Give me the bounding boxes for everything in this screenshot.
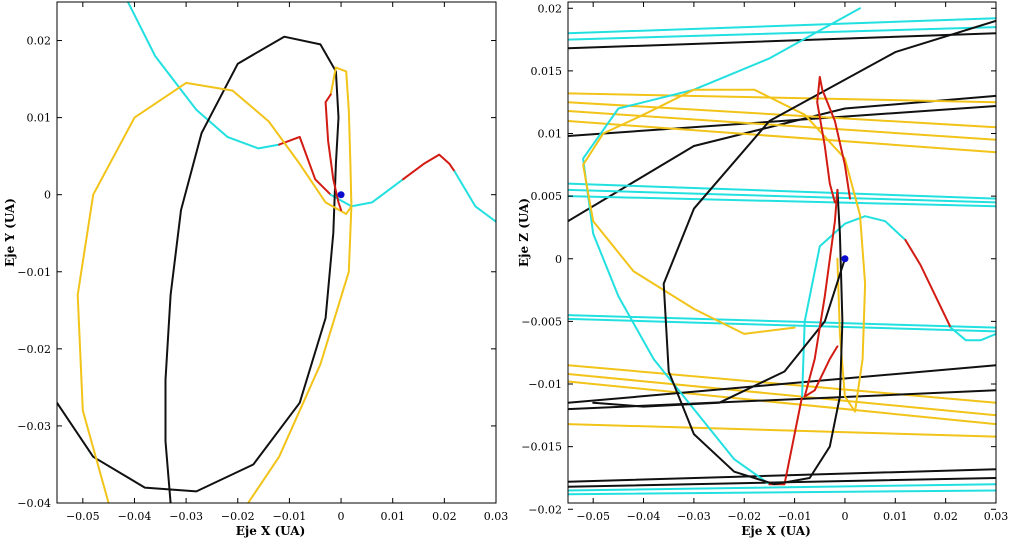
orbit-segment-red — [816, 76, 836, 204]
y-tick-label: −0.03 — [17, 420, 51, 433]
orbit-segment-yellow — [247, 205, 353, 503]
orbit-segment-cyan — [949, 326, 996, 342]
orbit-segment-black — [568, 468, 996, 483]
y-axis-label: Eje Z (UA) — [517, 198, 531, 267]
orbit-segment-yellow — [568, 373, 996, 417]
orbit-segment-cyan — [568, 317, 996, 333]
orbit-segment-black — [568, 32, 996, 50]
x-tick-label: 0.01 — [883, 510, 908, 523]
x-tick-label: 0.03 — [984, 510, 1009, 523]
y-tick-label: −0.015 — [521, 441, 562, 454]
x-tick-label: 0.02 — [933, 510, 958, 523]
orbit-segment-red — [904, 239, 952, 329]
orbit-segment-yellow — [568, 92, 996, 104]
x-tick-label: −0.05 — [576, 510, 610, 523]
y-tick-label: 0.01 — [27, 112, 52, 125]
x-tick-label: 0.03 — [484, 510, 509, 523]
x-tick-label: −0.02 — [221, 510, 255, 523]
y-tick-label: 0.01 — [538, 128, 563, 141]
chart-xz-plane: −0.05 −0.04 −0.03 −0.02 −0.01 0 0.01 0.02 0.03 0.… — [517, 1, 1009, 538]
orbit-segment-cyan — [568, 195, 996, 208]
orbit-segment-cyan — [568, 26, 996, 41]
y-tick-label: 0 — [555, 253, 562, 266]
orbit-segment-cyan — [568, 182, 996, 200]
plot-frame — [56, 1, 497, 504]
x-tick-label: −0.01 — [273, 510, 307, 523]
y-tick-label: −0.02 — [528, 503, 562, 516]
orbit-segment-cyan — [568, 188, 996, 204]
orbit-segment-black — [592, 257, 846, 408]
orbit-segment-cyan — [568, 489, 996, 496]
orbit-segment-red — [402, 153, 456, 181]
orbit-segment-black — [57, 35, 340, 503]
x-tick-label: 0 — [841, 510, 848, 523]
curves — [568, 7, 996, 496]
curves — [57, 2, 496, 503]
chart-xy-plane: −0.05 −0.04 −0.03 −0.02 −0.01 0 0.01 0.02 0.03 0.… — [3, 1, 509, 538]
orbit-segment-red — [324, 93, 343, 212]
orbit-segment-red — [768, 395, 804, 486]
plot-frame — [567, 1, 997, 504]
origin-point — [841, 255, 849, 263]
x-axis-label: Eje X (UA) — [236, 524, 306, 538]
orbit-segment-yellow — [582, 113, 796, 335]
x-tick-label: 0.01 — [380, 510, 405, 523]
x-tick-label: 0 — [338, 510, 345, 523]
orbit-segment-yellow — [568, 120, 996, 154]
orbit-segment-red — [803, 188, 839, 398]
orbit-segment-yellow — [568, 380, 996, 426]
origin-point — [337, 191, 345, 199]
orbit-segment-cyan — [568, 314, 996, 329]
y-tick-label: 0 — [44, 189, 51, 202]
y-tick-label: 0.005 — [531, 190, 563, 203]
orbit-segment-black — [568, 94, 996, 223]
y-tick-label: 0.02 — [27, 35, 52, 48]
y-tick-label: 0.015 — [531, 65, 563, 78]
x-tick-label: −0.03 — [169, 510, 203, 523]
orbit-segment-cyan — [582, 7, 861, 486]
x-tick-label: −0.05 — [66, 510, 100, 523]
orbit-segment-cyan — [329, 178, 404, 208]
orbit-segment-red — [278, 135, 332, 196]
orbit-segment-cyan — [801, 215, 907, 398]
orbit-segment-red — [818, 76, 851, 200]
x-tick-label: −0.01 — [778, 510, 812, 523]
y-tick-label: −0.01 — [17, 266, 51, 279]
y-tick-label: −0.01 — [528, 378, 562, 391]
orbit-segment-black — [568, 105, 996, 137]
x-tick-label: −0.03 — [677, 510, 711, 523]
orbit-segment-black — [662, 19, 996, 486]
x-tick-label: −0.04 — [118, 510, 152, 523]
orbit-segment-cyan — [126, 2, 281, 150]
x-tick-label: −0.04 — [627, 510, 661, 523]
orbit-segment-cyan — [568, 17, 996, 35]
orbit-segment-cyan — [568, 483, 996, 492]
y-tick-label: −0.04 — [17, 497, 51, 510]
orbit-segment-black — [568, 364, 996, 404]
orbit-segment-yellow — [76, 66, 353, 503]
y-tick-label: 0.02 — [538, 2, 563, 15]
y-tick-label: −0.005 — [521, 315, 562, 328]
x-axis-label: Eje X (UA) — [741, 524, 811, 538]
x-tick-label: −0.02 — [727, 510, 761, 523]
x-tick-label: 0.02 — [432, 510, 457, 523]
y-tick-label: −0.02 — [17, 343, 51, 356]
y-axis-label: Eje Y (UA) — [3, 198, 17, 267]
orbit-segment-yellow — [568, 423, 996, 438]
orbit-segment-cyan — [453, 170, 496, 223]
orbit-segment-yellow — [642, 88, 867, 413]
